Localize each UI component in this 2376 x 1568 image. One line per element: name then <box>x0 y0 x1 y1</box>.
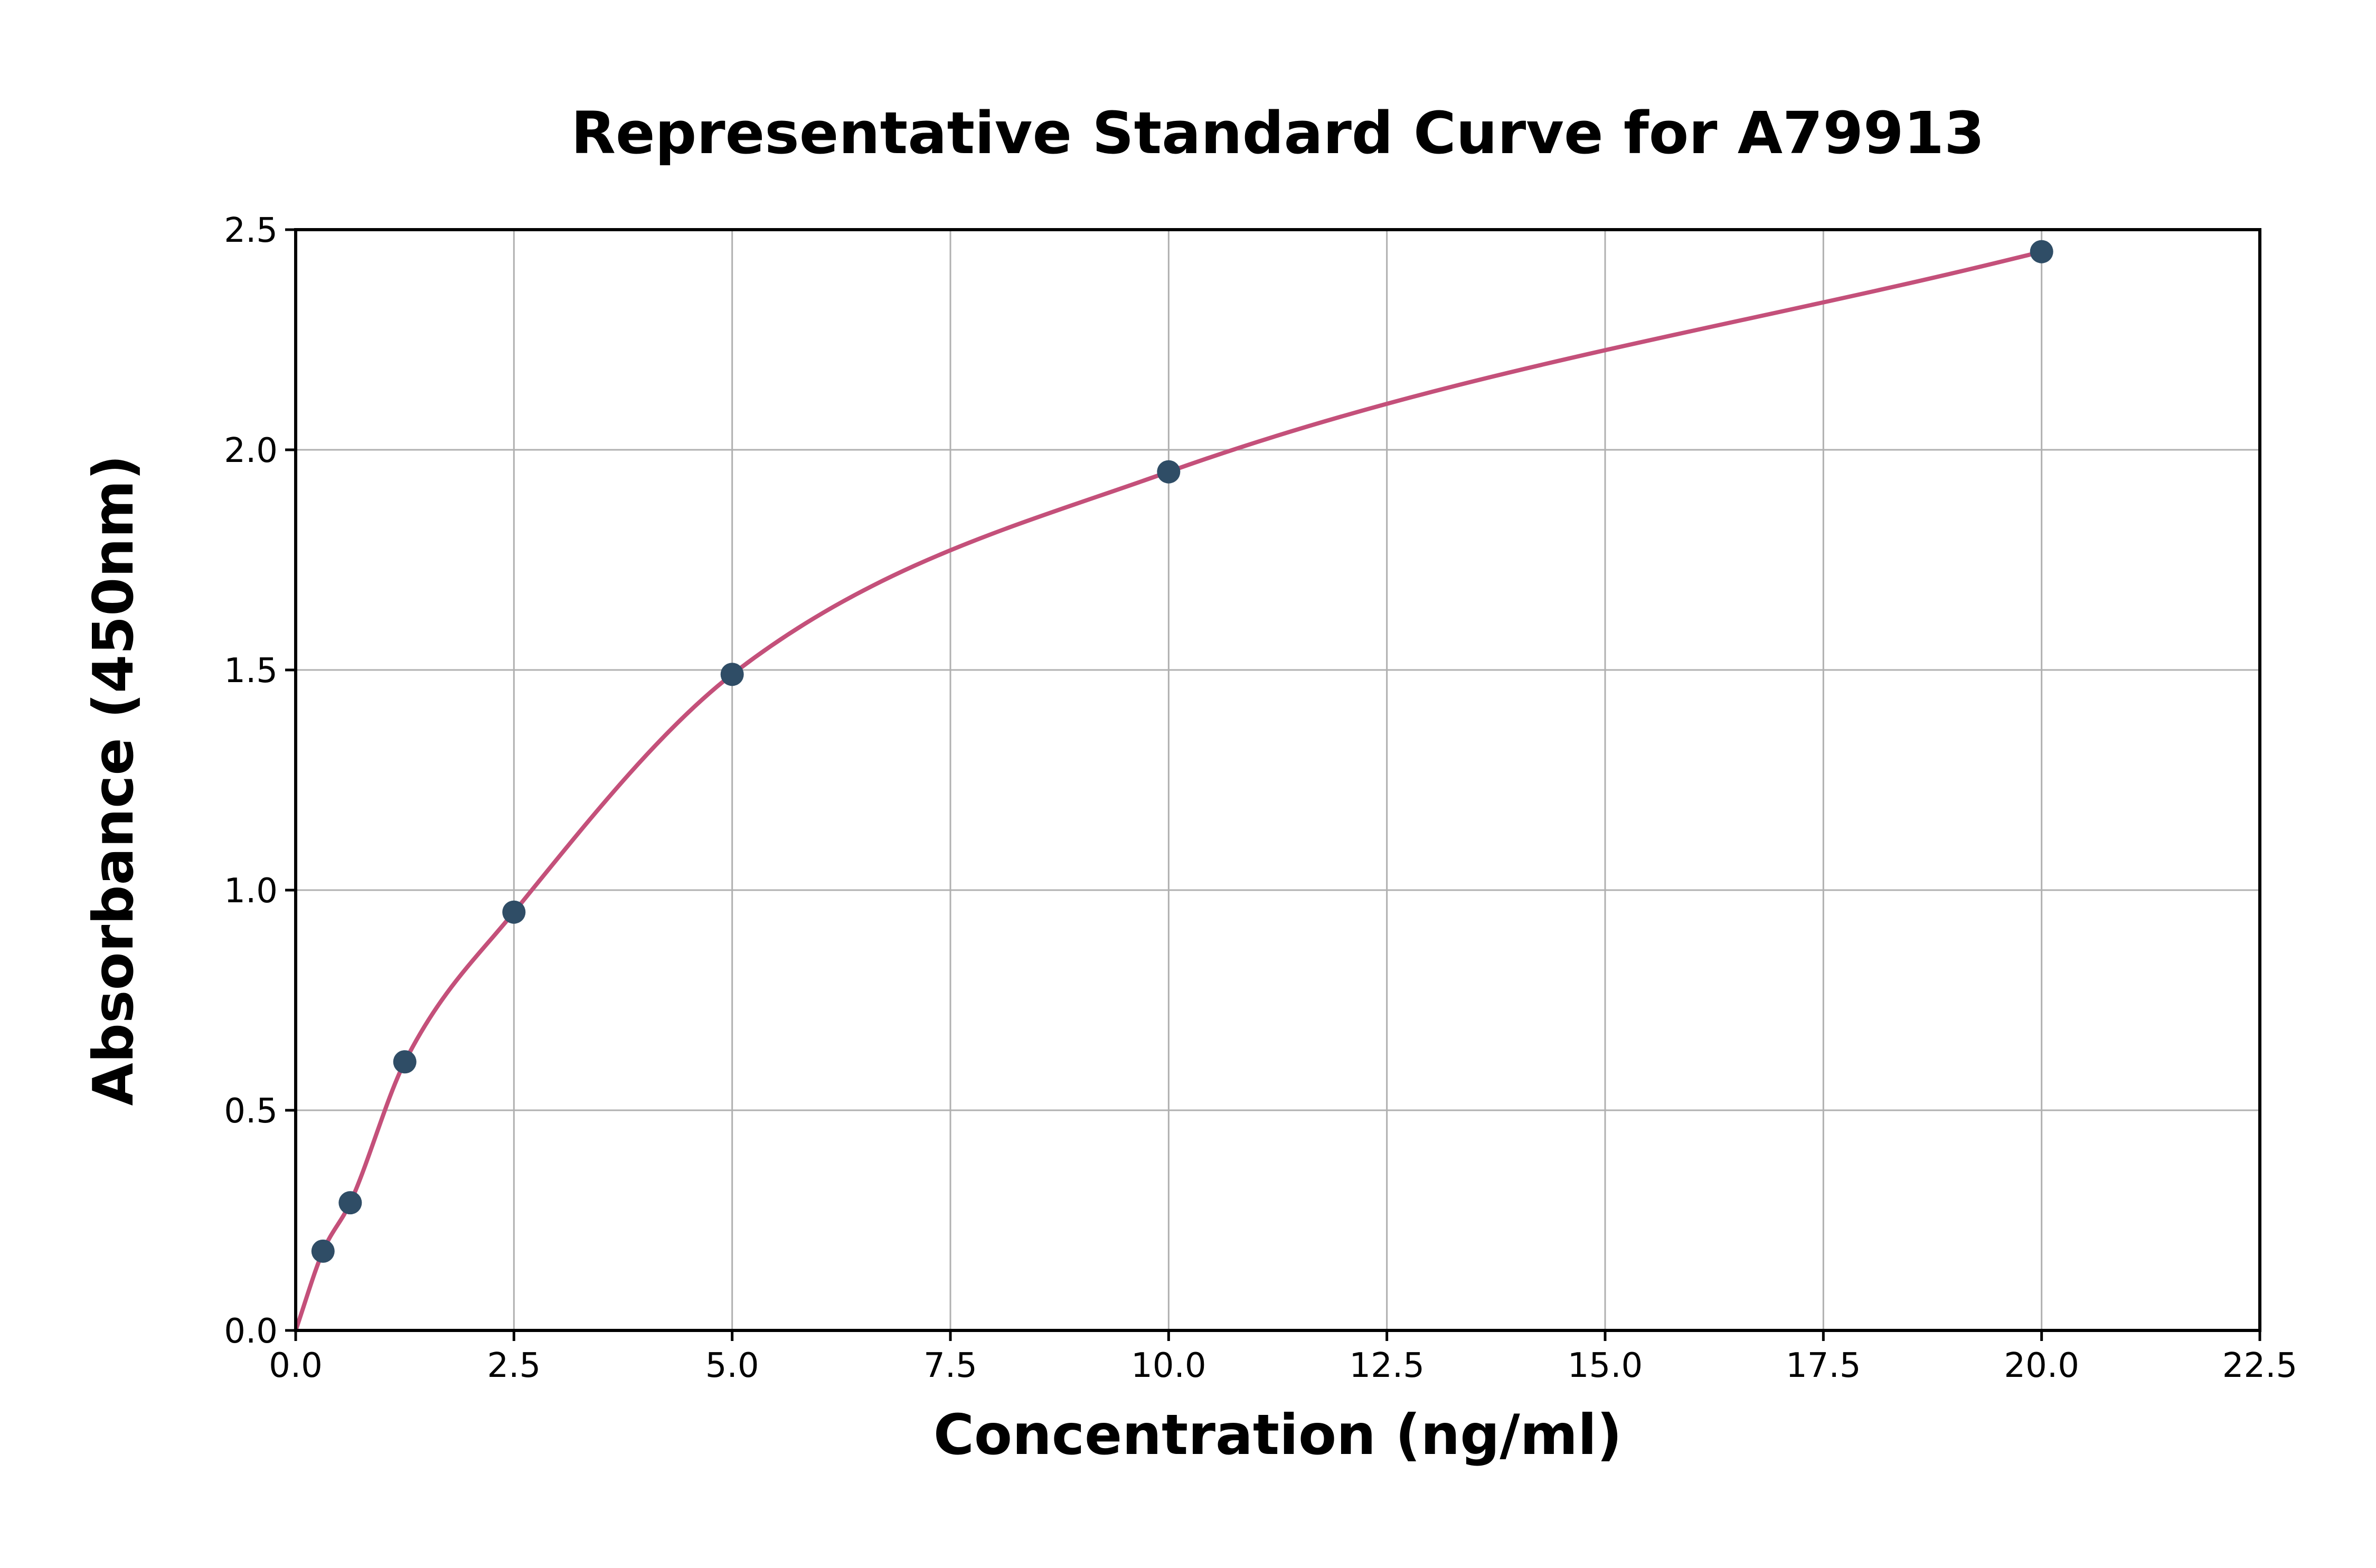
y-tick-label: 1.0 <box>224 872 278 911</box>
data-point <box>720 663 744 686</box>
x-tick-label: 7.5 <box>923 1346 977 1385</box>
x-tick-label: 12.5 <box>1349 1346 1425 1385</box>
data-points <box>311 240 2053 1263</box>
x-tick-label: 15.0 <box>1568 1346 1643 1385</box>
data-point <box>502 900 526 924</box>
x-tick-label: 20.0 <box>2004 1346 2079 1385</box>
y-tick-label: 2.5 <box>224 211 278 250</box>
x-tick-label: 2.5 <box>487 1346 541 1385</box>
x-tick-label: 5.0 <box>705 1346 759 1385</box>
data-point <box>2030 240 2053 263</box>
data-point <box>393 1050 417 1074</box>
x-tick-label: 17.5 <box>1786 1346 1861 1385</box>
y-tick-label: 0.0 <box>224 1312 278 1351</box>
data-point <box>1157 460 1181 484</box>
data-point <box>311 1239 335 1263</box>
x-tick-label: 10.0 <box>1131 1346 1206 1385</box>
data-point <box>338 1191 362 1215</box>
grid-lines <box>295 229 2261 1331</box>
x-axis-label: Concentration (ng/ml) <box>933 1403 1623 1467</box>
chart-title: Representative Standard Curve for A79913 <box>571 99 1985 167</box>
y-tick-label: 1.5 <box>224 651 278 691</box>
x-tick-label: 22.5 <box>2222 1346 2298 1385</box>
y-tick-label: 2.0 <box>224 431 278 470</box>
axis-ticks-and-labels: 0.0 2.5 5.0 7.5 10.0 12.5 15.0 17.5 20.0 22.5 0.0 0… <box>224 211 2297 1385</box>
y-tick-label: 0.5 <box>224 1092 278 1131</box>
axes-spines <box>294 228 2261 1332</box>
x-tick-label: 0.0 <box>269 1346 323 1385</box>
